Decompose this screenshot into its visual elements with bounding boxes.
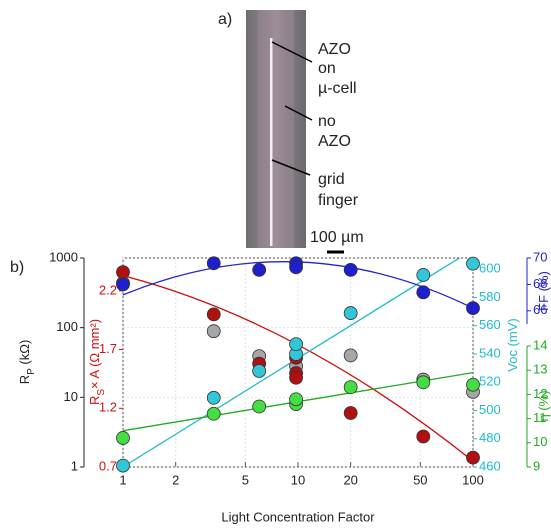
data-point <box>206 406 221 421</box>
y-tick-label: 14 <box>533 337 547 352</box>
leader-line <box>271 41 313 63</box>
micrograph-band <box>258 10 294 248</box>
y-axis-title-part: R <box>87 396 102 405</box>
data-point <box>252 364 267 378</box>
data-point <box>116 265 130 279</box>
data-point <box>466 256 480 271</box>
data-point <box>289 370 303 385</box>
data-point <box>116 277 130 292</box>
y-axis-title-part: (kΩ) <box>17 340 32 369</box>
y-axis-title: RP (kΩ) <box>17 340 37 385</box>
leader-line <box>284 105 313 121</box>
data-point <box>343 380 358 395</box>
data-point <box>466 377 480 392</box>
data-point <box>206 307 221 322</box>
data-point <box>466 450 480 465</box>
data-point <box>466 301 480 316</box>
data-point <box>416 268 431 282</box>
data-point <box>116 458 130 473</box>
data-point <box>343 306 358 320</box>
data-point <box>416 375 431 390</box>
y-tick-label: 460 <box>479 458 501 473</box>
label: AZO <box>318 41 351 58</box>
y-tick-label: 1.7 <box>99 341 117 356</box>
y-tick-label: 11 <box>533 410 547 425</box>
y-tick-label: 1000 <box>49 249 78 264</box>
y-tick-label: 500 <box>479 402 501 417</box>
data-point <box>206 256 221 271</box>
y-axis-title-part: η (%) <box>536 390 551 421</box>
y-tick-label: 600 <box>479 261 501 276</box>
label: grid <box>318 171 345 188</box>
data-point <box>116 431 130 445</box>
scale-bar-label: 100 µm <box>310 229 364 246</box>
y-tick-label: 540 <box>479 345 501 360</box>
y-tick-label: 66 <box>533 302 547 317</box>
x-tick-label: 100 <box>462 472 484 487</box>
y-axis-title: η (%) <box>536 390 551 421</box>
label: finger <box>318 192 359 209</box>
leader-line <box>271 159 311 176</box>
label: on <box>318 60 336 77</box>
y-tick-label: 13 <box>533 362 547 377</box>
label: AZO <box>318 133 351 150</box>
y-axis-title: Voc (mV) <box>505 318 520 371</box>
y-tick-label: 1.2 <box>99 400 117 415</box>
label: no <box>318 113 336 130</box>
data-point <box>289 260 303 275</box>
x-tick-label: 2 <box>172 472 179 487</box>
data-point <box>206 324 221 339</box>
data-point <box>289 392 303 407</box>
x-tick-label: 5 <box>242 472 249 487</box>
data-point <box>343 348 358 363</box>
panel-tag: b) <box>10 259 24 276</box>
y-tick-label: 10 <box>533 434 547 449</box>
y-tick-label: 1 <box>71 458 78 473</box>
y-tick-label: 520 <box>479 374 501 389</box>
grid-finger <box>270 38 273 246</box>
y-tick-label: 100 <box>56 319 78 334</box>
label: µ-cell <box>318 80 357 97</box>
data-point <box>289 337 303 352</box>
y-axis-title-part: R <box>17 375 32 384</box>
y-tick-label: 560 <box>479 317 501 332</box>
y-tick-label: 70 <box>533 249 547 264</box>
data-point <box>343 406 358 420</box>
y-axis-title-part: S <box>96 389 107 396</box>
y-tick-label: 12 <box>533 386 547 401</box>
y-axis-title: FF (%) <box>536 271 551 311</box>
data-point <box>343 262 358 277</box>
x-tick-label: 50 <box>413 472 427 487</box>
y-tick-label: 0.7 <box>99 458 117 473</box>
data-point <box>206 390 221 405</box>
y-tick-label: 68 <box>533 276 547 291</box>
data-point <box>416 285 431 300</box>
y-tick-label: 9 <box>533 458 540 473</box>
data-point <box>252 399 267 414</box>
panel-a: a) AZO on µ-cell no AZO grid finger 100 … <box>218 10 364 254</box>
y-axis-title-part: × A (Ω mm²) <box>87 319 102 389</box>
x-tick-label: 20 <box>343 472 357 487</box>
y-axis-title: RS× A (Ω mm²) <box>87 319 107 405</box>
y-tick-label: 480 <box>479 430 501 445</box>
y-tick-label: 580 <box>479 289 501 304</box>
y-tick-label: 2.2 <box>99 282 117 297</box>
x-tick-label: 1 <box>119 472 126 487</box>
y-axis-title-part: P <box>26 368 37 375</box>
y-tick-label: 10 <box>64 389 78 404</box>
x-tick-label: 10 <box>291 472 305 487</box>
data-point <box>416 429 431 444</box>
x-axis-title: Light Concentration Factor <box>221 509 375 524</box>
y-axis-title-part: FF (%) <box>536 271 551 311</box>
data-point <box>252 262 267 277</box>
panel-tag: a) <box>218 11 232 28</box>
y-axis-title-part: Voc (mV) <box>505 318 520 371</box>
